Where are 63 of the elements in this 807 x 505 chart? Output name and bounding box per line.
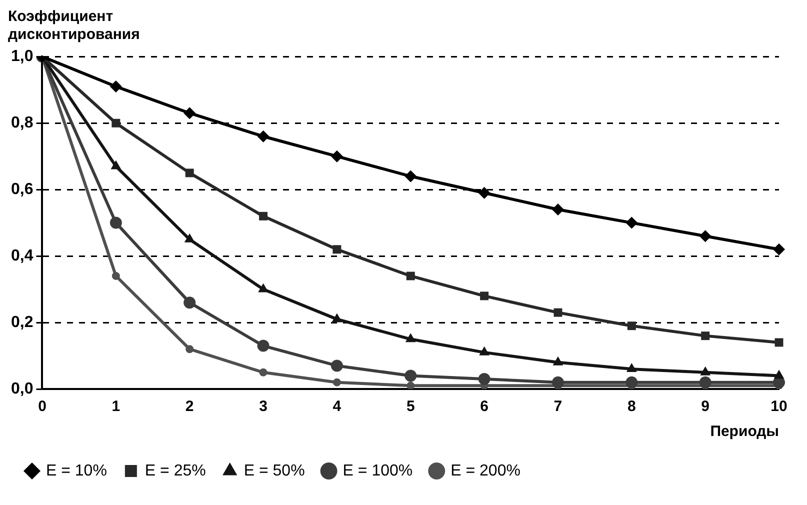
point xyxy=(479,346,490,356)
point xyxy=(626,363,637,372)
point xyxy=(478,186,490,199)
x-tick-label: 7 xyxy=(554,398,562,416)
point xyxy=(406,382,415,389)
legend-label: E = 50% xyxy=(244,462,305,480)
point xyxy=(480,292,489,300)
point xyxy=(404,370,417,382)
point xyxy=(700,366,711,376)
point xyxy=(404,170,417,182)
x-tick-label: 8 xyxy=(627,398,636,416)
point xyxy=(257,340,270,352)
point xyxy=(332,245,342,254)
point xyxy=(552,356,564,366)
point xyxy=(332,378,341,386)
legend-label: E = 25% xyxy=(144,462,206,480)
point xyxy=(701,332,710,340)
y-tick-label: 1,0 xyxy=(10,48,34,66)
x-tick-label: 0 xyxy=(38,398,46,416)
point xyxy=(405,333,416,342)
point xyxy=(259,212,268,220)
y-tick-label: 0,0 xyxy=(10,380,34,398)
point xyxy=(184,296,196,309)
point xyxy=(478,373,490,386)
point xyxy=(112,118,120,128)
x-tick-label: 4 xyxy=(332,398,342,416)
y-axis-title: Коэффициент дисконтирования xyxy=(8,8,141,44)
point xyxy=(406,272,415,280)
point xyxy=(627,322,636,330)
point xyxy=(774,338,784,347)
point xyxy=(257,130,270,142)
x-axis-title: Периоды xyxy=(710,423,779,440)
point xyxy=(185,168,194,178)
point xyxy=(184,107,196,120)
x-tick-label: 9 xyxy=(701,398,710,416)
legend-label: E = 100% xyxy=(342,462,413,480)
point xyxy=(110,80,122,93)
point xyxy=(552,204,564,216)
x-tick-label: 6 xyxy=(480,398,488,416)
y-tick-label: 0,4 xyxy=(10,247,34,264)
point xyxy=(554,308,562,317)
point xyxy=(774,370,784,379)
point xyxy=(186,345,194,354)
point xyxy=(773,243,785,256)
x-tick-label: 3 xyxy=(259,398,268,416)
y-tick-label: 0,2 xyxy=(10,314,34,331)
point xyxy=(258,283,268,292)
point xyxy=(112,272,120,280)
x-tick-label: 2 xyxy=(185,398,194,416)
point xyxy=(330,150,343,162)
point xyxy=(259,368,268,376)
point xyxy=(110,216,122,229)
x-tick-label: 5 xyxy=(406,398,415,416)
y-tick-label: 0,8 xyxy=(10,114,34,132)
legend-label: E = 200% xyxy=(450,462,520,480)
y-tick-label: 0,6 xyxy=(10,180,34,198)
x-tick-label: 10 xyxy=(770,398,788,416)
point xyxy=(699,230,712,242)
legend-label: E = 10% xyxy=(46,462,107,480)
x-tick-label: 1 xyxy=(112,398,120,416)
point xyxy=(330,360,343,372)
point xyxy=(626,216,638,229)
point xyxy=(332,313,342,322)
